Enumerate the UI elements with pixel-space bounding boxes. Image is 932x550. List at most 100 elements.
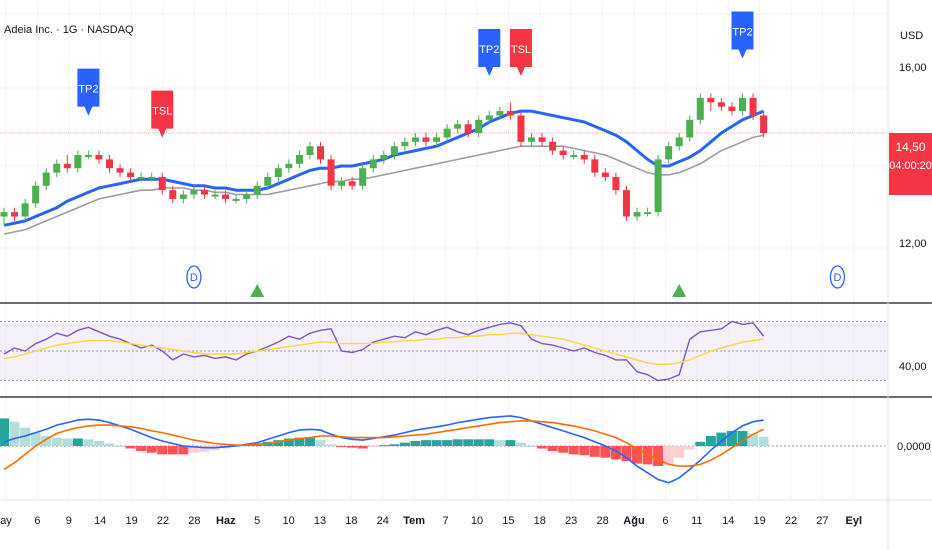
candle-body[interactable]: [306, 146, 314, 155]
candle-body[interactable]: [601, 172, 609, 177]
macd-histogram-bar[interactable]: [336, 446, 347, 447]
macd-histogram-bar[interactable]: [421, 440, 431, 446]
macd-histogram-bar[interactable]: [716, 432, 727, 446]
candle-body[interactable]: [454, 124, 462, 129]
candle-body[interactable]: [696, 97, 704, 120]
macd-histogram-bar[interactable]: [494, 440, 505, 446]
candle-body[interactable]: [42, 172, 50, 186]
candle-body[interactable]: [211, 194, 219, 197]
candle-body[interactable]: [517, 115, 525, 142]
candle-body[interactable]: [106, 159, 113, 169]
macd-histogram-bar[interactable]: [9, 421, 20, 446]
macd-histogram-bar[interactable]: [326, 444, 337, 446]
candle-body[interactable]: [760, 115, 768, 134]
macd-histogram-bar[interactable]: [473, 439, 484, 446]
candle-body[interactable]: [295, 155, 303, 164]
candle-body[interactable]: [63, 163, 71, 169]
candle-body[interactable]: [116, 168, 124, 173]
candle-body[interactable]: [32, 185, 40, 204]
candle-body[interactable]: [739, 97, 746, 112]
macd-histogram-bar[interactable]: [526, 446, 537, 447]
macd-histogram-bar[interactable]: [0, 418, 9, 446]
macd-histogram-bar[interactable]: [188, 446, 199, 453]
candle-body[interactable]: [496, 111, 504, 116]
macd-histogram-bar[interactable]: [758, 436, 769, 446]
currency-label[interactable]: USD: [900, 30, 924, 42]
macd-histogram-bar[interactable]: [294, 437, 305, 446]
candle-body[interactable]: [317, 146, 324, 160]
candle-body[interactable]: [222, 194, 230, 199]
macd-histogram-bar[interactable]: [568, 446, 579, 455]
macd-histogram-bar[interactable]: [136, 446, 147, 452]
candle-body[interactable]: [359, 168, 367, 186]
macd-histogram-bar[interactable]: [30, 432, 41, 446]
macd-histogram-bar[interactable]: [705, 435, 716, 446]
macd-histogram-bar[interactable]: [653, 446, 664, 467]
macd-histogram-bar[interactable]: [674, 446, 685, 458]
macd-histogram-bar[interactable]: [610, 446, 621, 460]
candle-body[interactable]: [253, 185, 261, 195]
candle-body[interactable]: [506, 111, 514, 116]
candle-body[interactable]: [243, 194, 251, 199]
macd-histogram-bar[interactable]: [463, 439, 474, 446]
macd-histogram-bar[interactable]: [515, 442, 526, 446]
macd-histogram-bar[interactable]: [632, 446, 642, 464]
candle-body[interactable]: [369, 159, 377, 169]
candle-body[interactable]: [158, 176, 166, 191]
candle-body[interactable]: [443, 128, 451, 138]
macd-histogram-bar[interactable]: [315, 440, 326, 446]
macd-histogram-bar[interactable]: [452, 439, 463, 446]
macd-histogram-bar[interactable]: [368, 446, 379, 447]
macd-pane[interactable]: [0, 415, 888, 484]
macd-histogram-bar[interactable]: [695, 441, 706, 446]
macd-histogram-bar[interactable]: [347, 446, 358, 448]
macd-histogram-bar[interactable]: [83, 439, 94, 446]
tp-flag[interactable]: TP2: [478, 29, 501, 77]
macd-histogram-bar[interactable]: [547, 446, 558, 452]
candle-body[interactable]: [74, 155, 82, 169]
candle-body[interactable]: [21, 203, 29, 217]
candle-body[interactable]: [390, 146, 398, 155]
macd-histogram-bar[interactable]: [748, 433, 759, 446]
macd-histogram-bar[interactable]: [283, 438, 294, 446]
candle-body[interactable]: [179, 194, 187, 199]
macd-histogram-bar[interactable]: [484, 439, 495, 446]
macd-histogram-bar[interactable]: [51, 437, 62, 446]
macd-histogram-bar[interactable]: [684, 446, 695, 450]
tsl-flag[interactable]: TSL: [509, 29, 532, 77]
candle-body[interactable]: [137, 176, 145, 179]
macd-histogram-bar[interactable]: [399, 442, 410, 446]
candle-body[interactable]: [380, 155, 388, 160]
candle-body[interactable]: [559, 150, 567, 155]
candle-body[interactable]: [549, 141, 557, 151]
macd-histogram-bar[interactable]: [431, 440, 442, 446]
macd-histogram-bar[interactable]: [93, 440, 104, 446]
buy-signal-arrow[interactable]: [672, 284, 687, 297]
candle-body[interactable]: [485, 115, 493, 120]
macd-histogram-bar[interactable]: [737, 430, 748, 446]
candle-body[interactable]: [675, 137, 683, 147]
candle-body[interactable]: [190, 190, 198, 195]
macd-histogram-bar[interactable]: [663, 446, 674, 465]
macd-histogram-bar[interactable]: [389, 444, 400, 446]
candle-body[interactable]: [717, 102, 725, 107]
macd-histogram-bar[interactable]: [537, 446, 548, 449]
macd-histogram-bar[interactable]: [621, 446, 632, 462]
candle-body[interactable]: [274, 168, 282, 177]
macd-histogram-bar[interactable]: [41, 435, 52, 446]
signal-line[interactable]: [3, 420, 764, 471]
macd-histogram-bar[interactable]: [72, 438, 83, 446]
candle-body[interactable]: [401, 141, 409, 147]
macd-histogram-bar[interactable]: [558, 446, 569, 453]
tp-flag[interactable]: TP2: [731, 11, 754, 59]
macd-histogram-bar[interactable]: [167, 446, 178, 455]
rsi-pane[interactable]: [0, 320, 888, 382]
candle-body[interactable]: [591, 159, 599, 173]
macd-histogram-bar[interactable]: [157, 446, 168, 455]
candle-body[interactable]: [528, 137, 535, 142]
candle-body[interactable]: [200, 190, 208, 195]
candle-body[interactable]: [665, 146, 673, 160]
macd-histogram-bar[interactable]: [178, 446, 189, 455]
macd-histogram-bar[interactable]: [62, 438, 73, 446]
buy-signal-arrow[interactable]: [250, 284, 265, 297]
